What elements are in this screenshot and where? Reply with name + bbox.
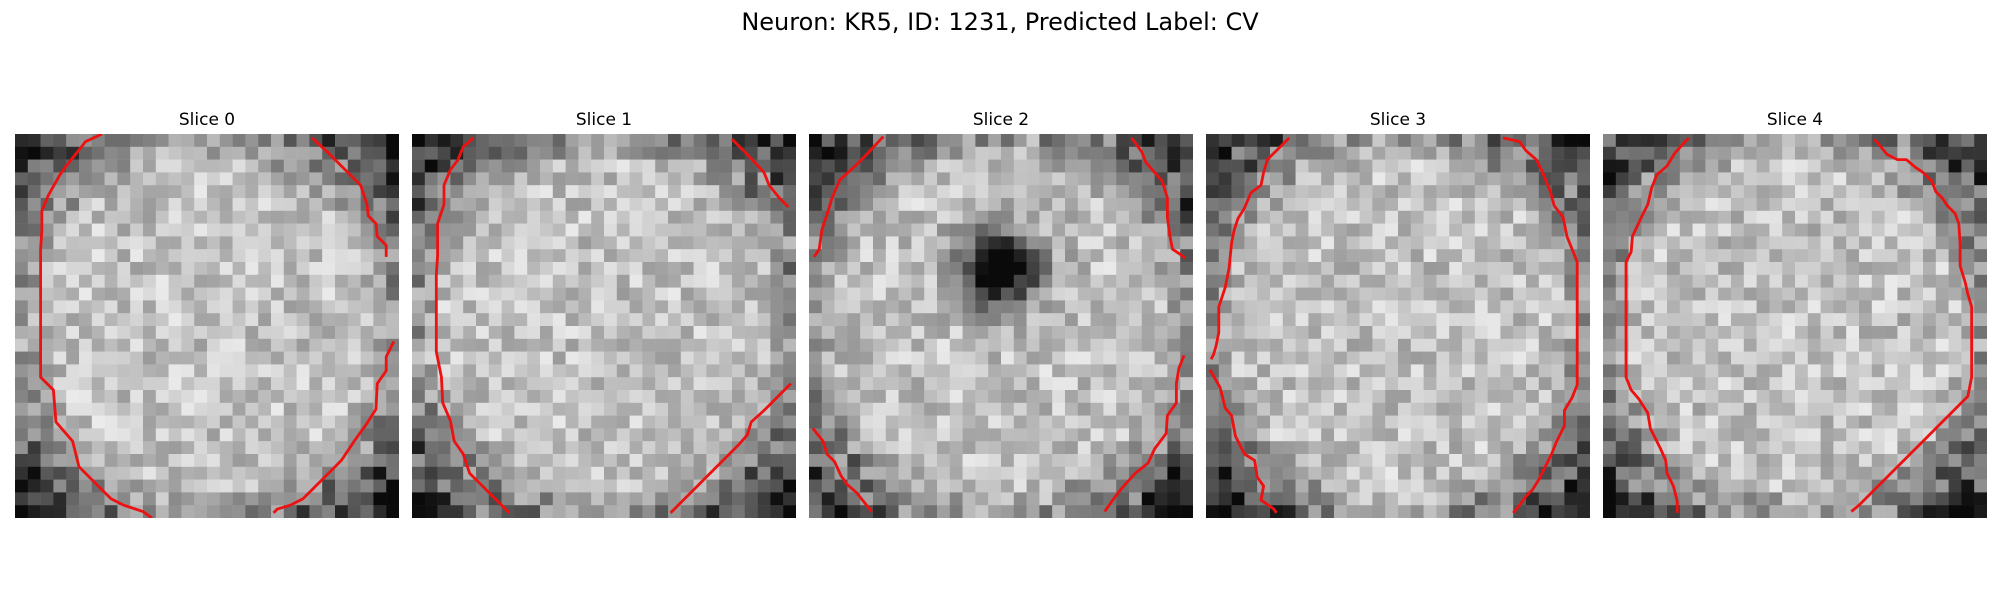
figure-title: Neuron: KR5, ID: 1231, Predicted Label: … <box>741 8 1259 36</box>
slice-image <box>1603 134 1987 518</box>
slice-title: Slice 2 <box>972 110 1030 130</box>
slice-image <box>1206 134 1590 518</box>
slice-panel-2: Slice 2 <box>809 110 1193 518</box>
slice-panel-3: Slice 3 <box>1206 110 1590 518</box>
slice-title: Slice 3 <box>1369 110 1427 130</box>
slice-title: Slice 4 <box>1766 110 1824 130</box>
slice-title: Slice 0 <box>178 110 236 130</box>
slice-image <box>809 134 1193 518</box>
slice-panel-1: Slice 1 <box>412 110 796 518</box>
slice-title: Slice 1 <box>575 110 633 130</box>
slice-panel-4: Slice 4 <box>1603 110 1987 518</box>
slice-image <box>15 134 399 518</box>
slice-image <box>412 134 796 518</box>
slice-panel-0: Slice 0 <box>15 110 399 518</box>
